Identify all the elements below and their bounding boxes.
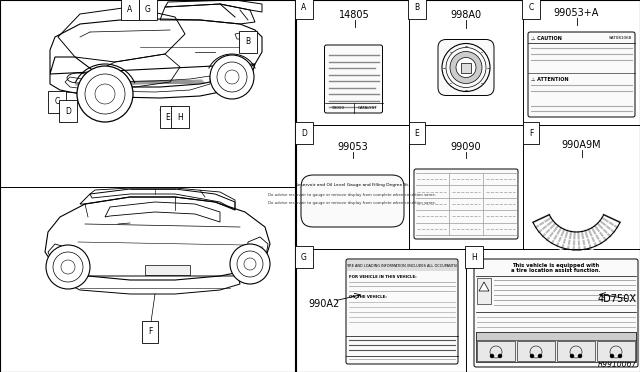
Bar xyxy=(145,265,190,275)
Circle shape xyxy=(570,354,574,358)
Text: F: F xyxy=(148,327,152,337)
Text: CATALYST: CATALYST xyxy=(358,106,378,110)
Text: This vehicle is equipped with: This vehicle is equipped with xyxy=(513,263,600,267)
FancyBboxPatch shape xyxy=(414,169,518,239)
Text: ⚠ CAUTION: ⚠ CAUTION xyxy=(531,35,562,41)
Text: H: H xyxy=(471,253,477,262)
FancyBboxPatch shape xyxy=(346,259,458,364)
Circle shape xyxy=(498,354,502,358)
Text: Working: Working xyxy=(548,334,564,338)
Text: 990A9M: 990A9M xyxy=(562,140,602,150)
Text: TIRE AND LOADING INFORMATION (INCLUDES ALL OCCUPANTS): TIRE AND LOADING INFORMATION (INCLUDES A… xyxy=(346,264,458,268)
Bar xyxy=(476,332,636,340)
Text: E: E xyxy=(166,112,170,122)
Circle shape xyxy=(530,354,534,358)
Text: C: C xyxy=(54,97,60,106)
Text: F: F xyxy=(529,128,533,138)
FancyBboxPatch shape xyxy=(474,259,638,367)
Text: 998A0: 998A0 xyxy=(451,10,481,20)
Circle shape xyxy=(490,354,494,358)
Bar xyxy=(296,0,640,372)
FancyBboxPatch shape xyxy=(324,45,383,113)
Text: SAT081068: SAT081068 xyxy=(609,36,632,40)
Text: D: D xyxy=(301,128,307,138)
Text: A: A xyxy=(301,3,307,13)
Circle shape xyxy=(77,66,133,122)
Bar xyxy=(557,341,595,361)
Circle shape xyxy=(230,244,270,284)
Bar xyxy=(347,260,457,271)
Text: B: B xyxy=(245,38,251,46)
Circle shape xyxy=(610,354,614,358)
Text: 14805: 14805 xyxy=(339,10,370,20)
Text: Do advise reservoir to gauge or remove display from complete when condition same: Do advise reservoir to gauge or remove d… xyxy=(269,193,436,197)
Bar xyxy=(477,278,491,304)
Circle shape xyxy=(456,58,476,77)
Text: Do advise reservoir to gauge or remove display from complete when condition same: Do advise reservoir to gauge or remove d… xyxy=(269,201,436,205)
Text: 99053+A: 99053+A xyxy=(554,8,599,18)
Text: G: G xyxy=(301,253,307,262)
FancyBboxPatch shape xyxy=(301,175,404,227)
Text: a tire location assist function.: a tire location assist function. xyxy=(511,269,601,273)
Text: 99053: 99053 xyxy=(337,142,368,152)
Bar xyxy=(0,0,295,372)
Circle shape xyxy=(538,354,542,358)
Circle shape xyxy=(450,51,482,83)
Circle shape xyxy=(618,354,622,358)
Text: 990A2: 990A2 xyxy=(308,299,340,309)
FancyBboxPatch shape xyxy=(438,39,494,96)
Bar xyxy=(517,341,555,361)
Text: FOR VEHICLE IN THIS VEHICLE:: FOR VEHICLE IN THIS VEHICLE: xyxy=(349,275,417,279)
Circle shape xyxy=(46,245,90,289)
Polygon shape xyxy=(479,282,489,291)
Text: D: D xyxy=(65,106,71,115)
Text: H: H xyxy=(177,112,183,122)
Bar xyxy=(597,341,635,361)
Text: Reservoir and Oil Level Gauge and Filling Degree St.: Reservoir and Oil Level Gauge and Fillin… xyxy=(295,183,410,187)
Text: ⚠ ATTENTION: ⚠ ATTENTION xyxy=(531,77,568,81)
Text: B: B xyxy=(415,3,420,13)
Text: A: A xyxy=(127,4,132,13)
Bar xyxy=(476,332,636,362)
Text: ON THE VEHICLE:: ON THE VEHICLE: xyxy=(349,295,387,299)
Text: R9910067: R9910067 xyxy=(598,360,637,369)
FancyBboxPatch shape xyxy=(528,32,635,117)
Bar xyxy=(477,341,515,361)
Text: 99000: 99000 xyxy=(332,106,345,110)
Text: 99090: 99090 xyxy=(451,142,481,152)
Text: front: front xyxy=(502,334,512,338)
Text: G: G xyxy=(145,4,151,13)
Circle shape xyxy=(578,354,582,358)
Circle shape xyxy=(210,55,254,99)
Text: E: E xyxy=(415,128,419,138)
Bar xyxy=(461,62,471,73)
Text: Category: Category xyxy=(596,334,614,338)
Text: C: C xyxy=(529,3,534,13)
Text: 4D750X: 4D750X xyxy=(598,294,637,304)
